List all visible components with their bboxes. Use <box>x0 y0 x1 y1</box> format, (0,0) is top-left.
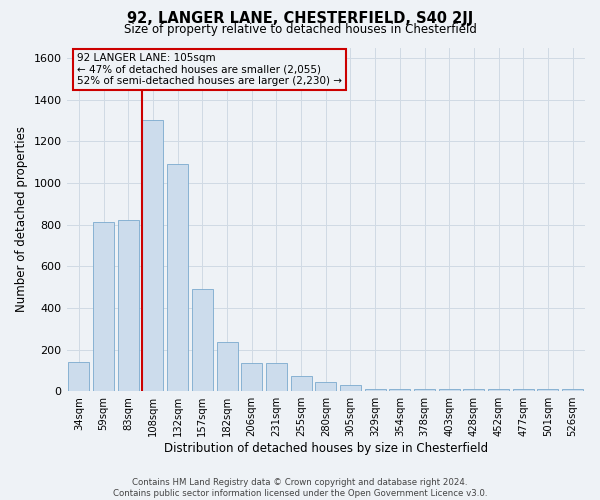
Y-axis label: Number of detached properties: Number of detached properties <box>15 126 28 312</box>
Bar <box>93 222 114 391</box>
Bar <box>142 120 163 391</box>
Bar <box>241 363 262 391</box>
Bar <box>118 220 139 391</box>
Bar <box>463 389 484 391</box>
Bar <box>192 289 213 391</box>
Bar <box>266 363 287 391</box>
Bar <box>439 389 460 391</box>
Bar <box>389 389 410 391</box>
Text: 92, LANGER LANE, CHESTERFIELD, S40 2JJ: 92, LANGER LANE, CHESTERFIELD, S40 2JJ <box>127 11 473 26</box>
X-axis label: Distribution of detached houses by size in Chesterfield: Distribution of detached houses by size … <box>164 442 488 455</box>
Bar <box>538 389 559 391</box>
Bar <box>365 389 386 391</box>
Text: 92 LANGER LANE: 105sqm
← 47% of detached houses are smaller (2,055)
52% of semi-: 92 LANGER LANE: 105sqm ← 47% of detached… <box>77 52 342 86</box>
Bar <box>290 376 311 391</box>
Bar <box>315 382 336 391</box>
Bar <box>414 389 435 391</box>
Text: Size of property relative to detached houses in Chesterfield: Size of property relative to detached ho… <box>124 22 476 36</box>
Bar <box>167 164 188 391</box>
Bar <box>513 389 534 391</box>
Bar <box>562 389 583 391</box>
Bar <box>488 389 509 391</box>
Text: Contains HM Land Registry data © Crown copyright and database right 2024.
Contai: Contains HM Land Registry data © Crown c… <box>113 478 487 498</box>
Bar <box>340 386 361 391</box>
Bar <box>217 342 238 391</box>
Bar <box>68 362 89 391</box>
